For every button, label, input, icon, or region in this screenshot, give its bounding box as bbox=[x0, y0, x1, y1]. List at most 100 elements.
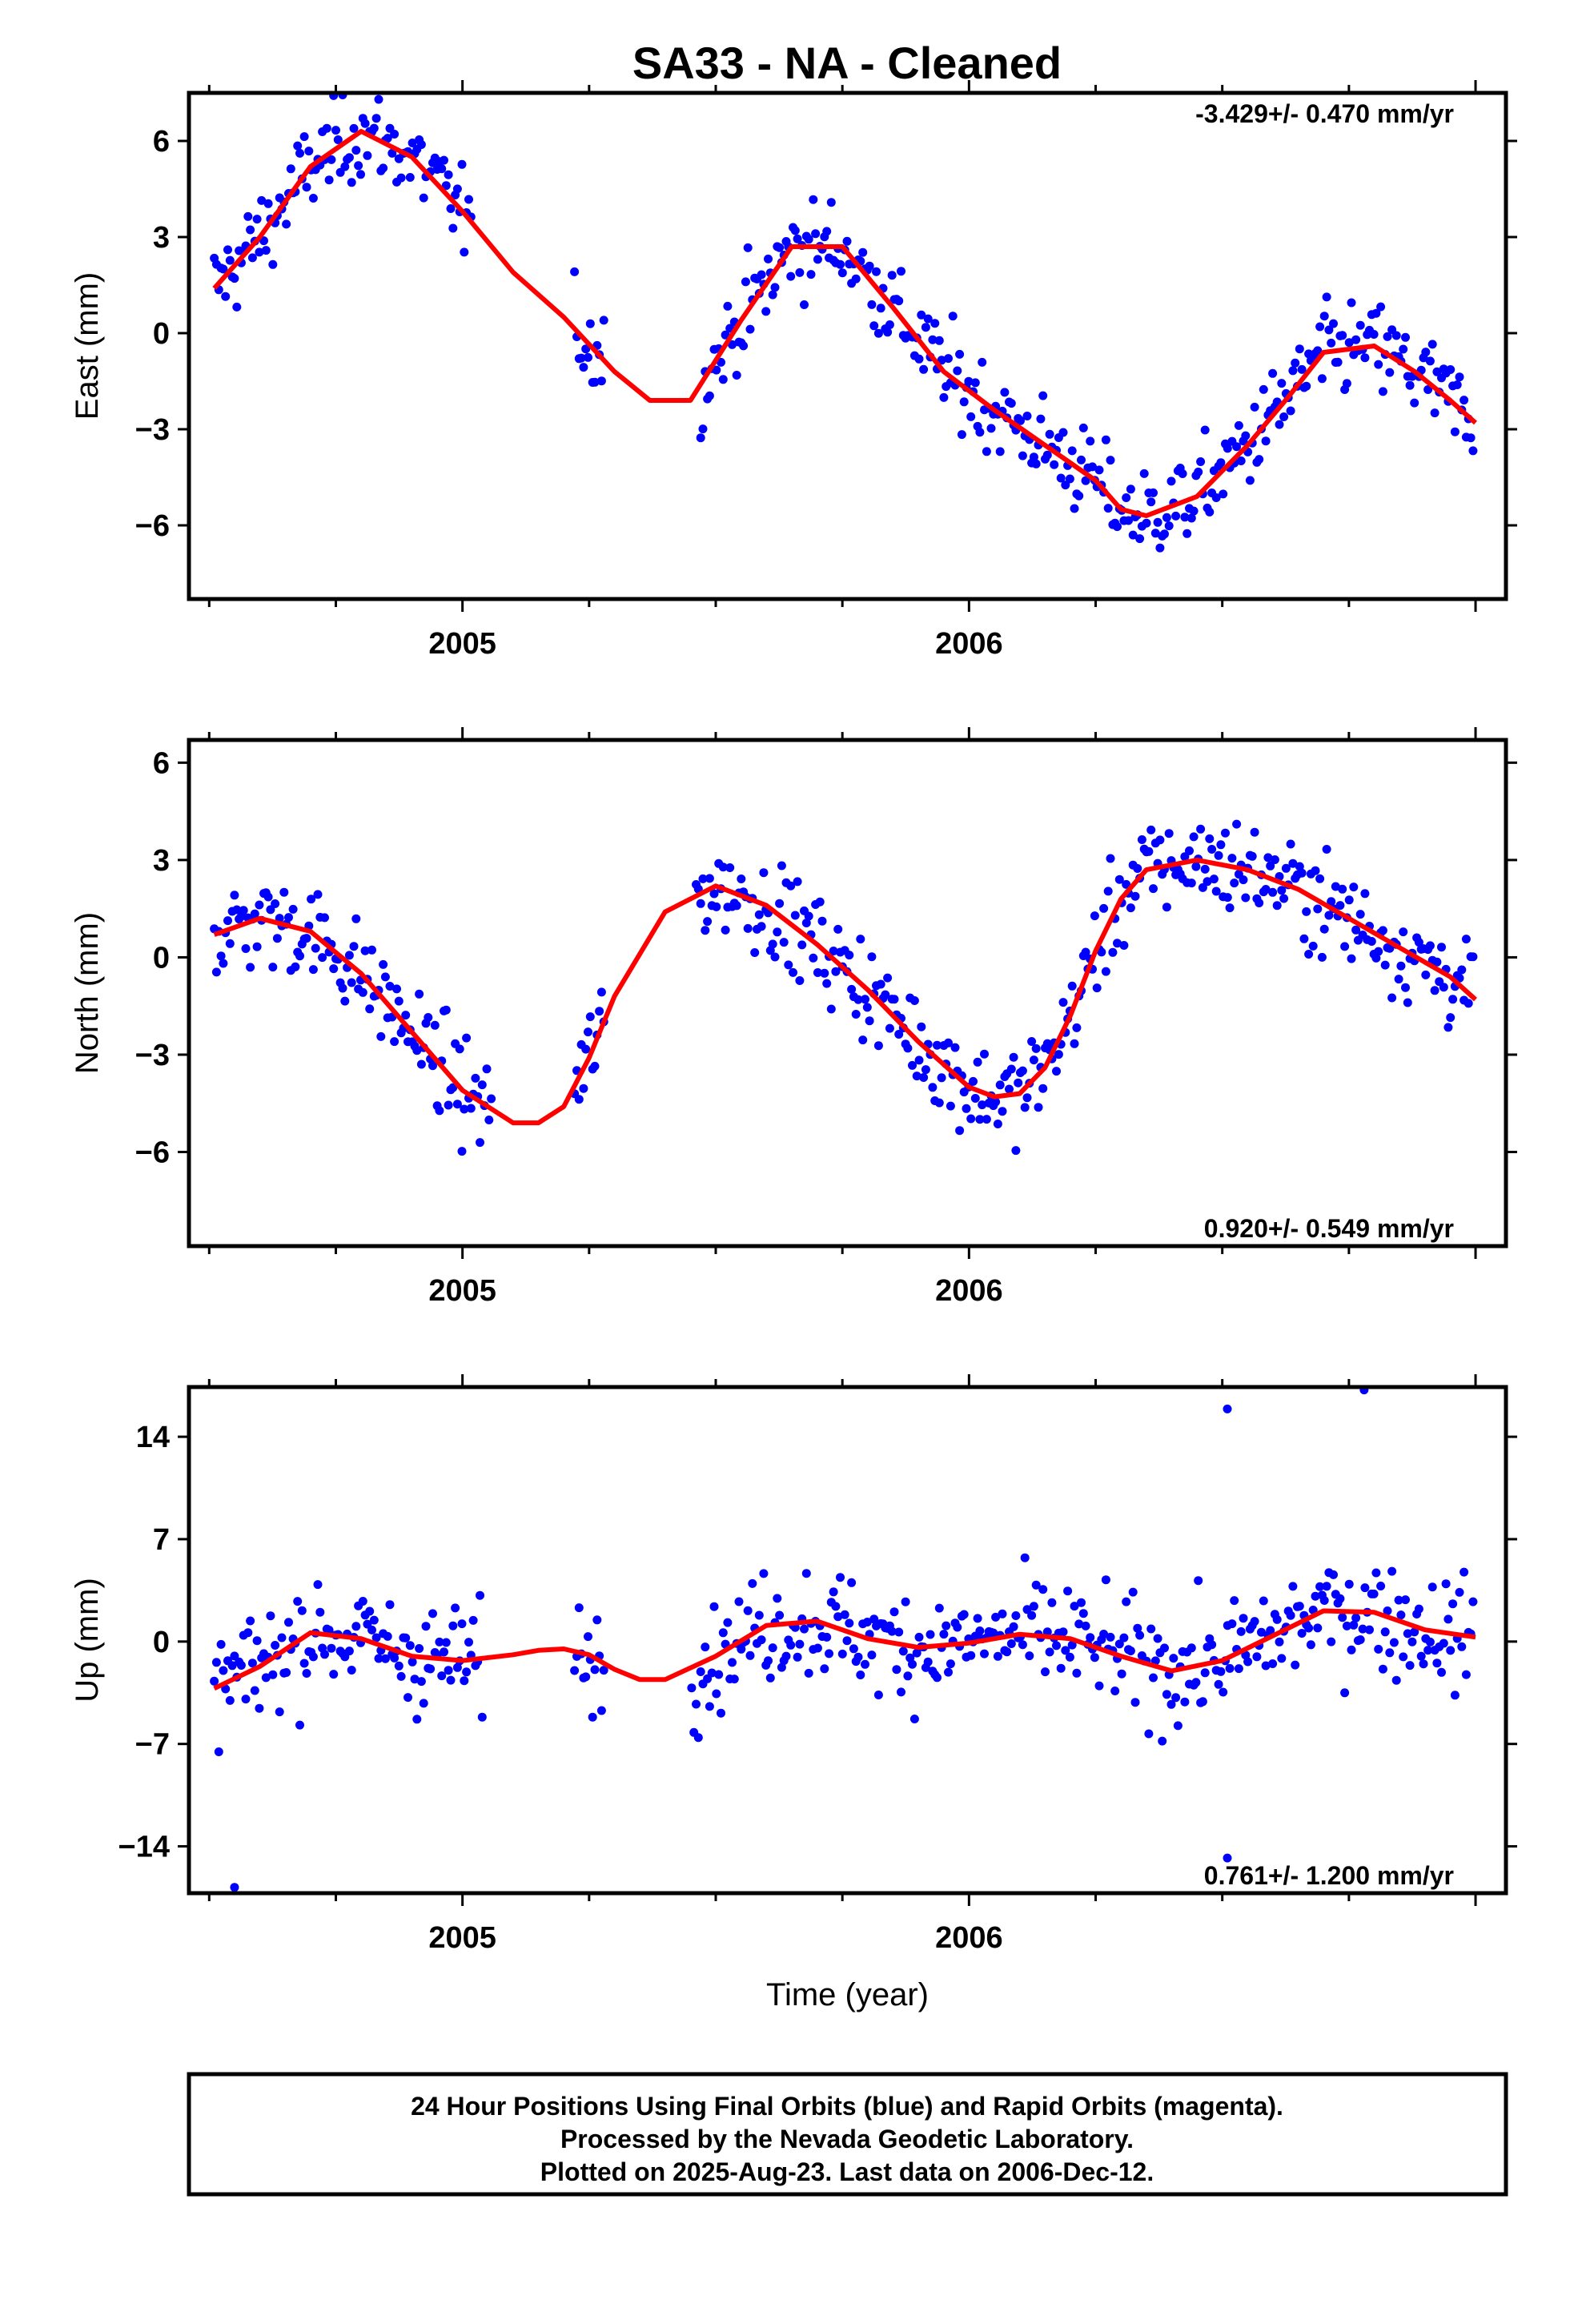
data-point bbox=[1338, 884, 1347, 894]
data-point bbox=[768, 1643, 777, 1653]
data-point bbox=[741, 277, 750, 287]
data-point bbox=[1038, 1084, 1048, 1093]
data-point bbox=[266, 1611, 275, 1621]
data-point bbox=[1207, 1640, 1217, 1650]
data-point bbox=[1380, 1627, 1390, 1637]
data-point bbox=[705, 1702, 714, 1711]
data-point bbox=[793, 877, 802, 887]
data-point bbox=[263, 199, 273, 208]
data-point bbox=[847, 1578, 857, 1587]
data-point bbox=[1344, 338, 1354, 348]
data-point bbox=[1186, 1643, 1196, 1653]
data-point bbox=[1344, 895, 1354, 905]
data-point bbox=[360, 946, 370, 955]
data-point bbox=[468, 1615, 478, 1625]
data-point bbox=[1369, 330, 1379, 339]
data-point bbox=[1016, 416, 1025, 425]
data-point bbox=[1146, 825, 1156, 834]
data-point bbox=[1261, 1661, 1271, 1671]
data-point bbox=[942, 1621, 951, 1630]
data-point bbox=[908, 1060, 917, 1070]
data-point bbox=[1178, 469, 1187, 478]
data-point bbox=[887, 1626, 897, 1636]
data-point bbox=[307, 895, 316, 904]
data-point bbox=[768, 290, 777, 300]
data-point bbox=[462, 1033, 472, 1043]
data-point bbox=[1101, 967, 1110, 976]
data-point bbox=[1081, 1621, 1090, 1630]
data-point bbox=[1297, 364, 1307, 374]
data-point bbox=[1319, 312, 1329, 321]
data-point bbox=[817, 916, 827, 926]
data-point bbox=[853, 1652, 863, 1662]
data-point bbox=[833, 924, 843, 934]
data-point bbox=[729, 1675, 739, 1684]
data-point bbox=[1389, 1638, 1399, 1647]
y-tick-label: −6 bbox=[135, 1136, 170, 1170]
data-point bbox=[1144, 1729, 1154, 1739]
data-point bbox=[1351, 1613, 1361, 1622]
data-point bbox=[1006, 1639, 1016, 1648]
data-point bbox=[995, 1080, 1005, 1090]
data-point bbox=[923, 1657, 933, 1667]
data-point bbox=[1268, 368, 1278, 378]
data-point bbox=[795, 976, 805, 985]
data-point bbox=[1061, 1646, 1070, 1655]
data-point bbox=[1146, 1624, 1156, 1634]
data-point bbox=[221, 1684, 231, 1694]
data-point bbox=[1108, 947, 1118, 957]
data-point bbox=[851, 1010, 861, 1019]
data-point bbox=[759, 1569, 769, 1578]
data-point bbox=[1047, 1598, 1057, 1607]
data-point bbox=[371, 1633, 381, 1642]
data-point bbox=[1150, 529, 1160, 538]
x-tick-label: 2005 bbox=[428, 1921, 496, 1955]
data-point bbox=[1081, 947, 1090, 957]
data-point bbox=[745, 1651, 755, 1660]
data-point bbox=[390, 130, 400, 139]
data-point bbox=[919, 364, 929, 374]
data-point bbox=[410, 1675, 420, 1684]
data-point bbox=[908, 1659, 917, 1669]
data-point bbox=[437, 1671, 447, 1681]
data-point bbox=[1088, 462, 1097, 472]
data-point bbox=[934, 336, 944, 345]
data-point bbox=[1097, 947, 1106, 957]
data-point bbox=[1259, 384, 1268, 394]
x-tick-label: 2006 bbox=[935, 627, 1003, 661]
data-point bbox=[1385, 1648, 1395, 1658]
data-point bbox=[241, 944, 251, 953]
data-point bbox=[953, 366, 962, 376]
data-point bbox=[822, 979, 832, 988]
data-point bbox=[349, 123, 359, 133]
data-point bbox=[1423, 1646, 1433, 1655]
data-point bbox=[833, 1612, 843, 1622]
data-point bbox=[1452, 380, 1462, 389]
data-point bbox=[1322, 845, 1331, 854]
data-point bbox=[1371, 1568, 1381, 1578]
data-point bbox=[444, 1666, 453, 1675]
data-point bbox=[351, 914, 361, 923]
data-point bbox=[1239, 1614, 1248, 1623]
data-point bbox=[1250, 1617, 1259, 1626]
data-points bbox=[210, 93, 1478, 553]
data-point bbox=[1464, 999, 1473, 1008]
data-point bbox=[1410, 1627, 1419, 1637]
data-point bbox=[1031, 459, 1041, 468]
outlier-point bbox=[1223, 1853, 1232, 1863]
data-point bbox=[363, 151, 372, 160]
data-point bbox=[1391, 331, 1401, 340]
data-point bbox=[1094, 1681, 1104, 1691]
data-point bbox=[401, 1011, 411, 1020]
data-point bbox=[885, 1023, 894, 1033]
data-point bbox=[379, 959, 388, 969]
data-point bbox=[1432, 957, 1442, 967]
data-point bbox=[1461, 935, 1471, 944]
data-point bbox=[1191, 1678, 1201, 1687]
data-point bbox=[1371, 953, 1381, 963]
data-point bbox=[1011, 1146, 1021, 1156]
data-point bbox=[837, 1649, 847, 1659]
data-point bbox=[1029, 1602, 1038, 1611]
data-point bbox=[754, 910, 764, 919]
data-point bbox=[944, 1038, 953, 1047]
